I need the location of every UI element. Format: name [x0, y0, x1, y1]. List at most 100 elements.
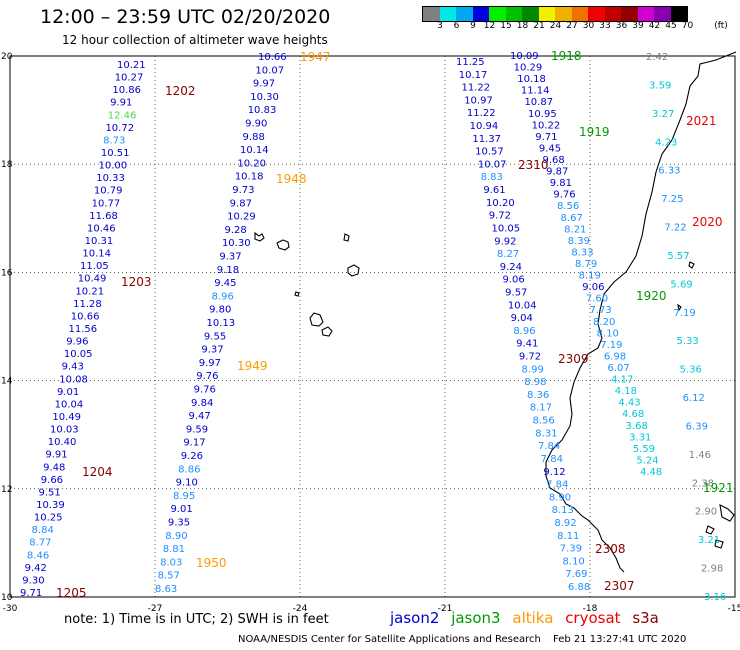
scale-label: 36	[615, 21, 628, 31]
wave-height-label: 9.88	[243, 132, 265, 143]
wave-height-label: 8.83	[481, 172, 503, 183]
wave-height-label: 8.79	[575, 259, 597, 270]
scale-label: 70	[681, 21, 694, 31]
wave-height-label: 2.90	[695, 507, 717, 518]
scale-swatch	[621, 7, 638, 21]
y-tick-label: 10	[1, 593, 13, 603]
wave-height-label: 9.41	[516, 339, 538, 350]
wave-height-label: 10.30	[250, 92, 279, 103]
wave-height-label: 8.46	[27, 550, 49, 561]
scale-swatch	[654, 7, 671, 21]
wave-height-label: 10.40	[48, 437, 77, 448]
wave-height-label: 6.12	[683, 393, 705, 404]
y-tick-label: 12	[1, 485, 12, 495]
wave-height-label: 8.73	[103, 135, 125, 146]
pass-time-label: 1947	[300, 50, 331, 64]
wave-height-label: 8.03	[160, 557, 182, 568]
x-tick-label: -27	[148, 604, 163, 614]
wave-height-label: 11.37	[472, 134, 501, 145]
wave-height-label: 8.57	[158, 571, 180, 582]
page-subtitle: 12 hour collection of altimeter wave hei…	[62, 33, 328, 47]
wave-height-label: 9.10	[176, 478, 198, 489]
wave-height-label: 2.98	[701, 564, 723, 575]
wave-height-label: 10.08	[59, 374, 88, 385]
wave-height-label: 9.71	[20, 588, 42, 599]
pass-time-label: 2308	[595, 542, 626, 556]
scale-label: 18	[516, 21, 529, 31]
wave-height-label: 10.14	[240, 145, 269, 156]
wave-height-label: 10.17	[459, 70, 488, 81]
generated-timestamp: Feb 21 13:27:41 UTC 2020	[553, 634, 687, 645]
wave-height-label: 8.92	[554, 518, 576, 529]
wave-height-label: 9.37	[201, 345, 223, 356]
y-tick-label: 20	[1, 52, 13, 62]
wave-height-label: 11.14	[521, 86, 550, 97]
wave-height-label: 9.73	[232, 185, 254, 196]
wave-height-label: 10.66	[71, 311, 100, 322]
wave-height-label: 8.99	[522, 364, 544, 375]
wave-height-label: 9.48	[43, 462, 65, 473]
scale-swatch	[489, 7, 506, 21]
scale-label: 42	[648, 21, 661, 31]
wave-height-label: 9.84	[191, 398, 213, 409]
wave-height-label: 10.72	[105, 123, 134, 134]
wave-height-label: 5.59	[633, 444, 655, 455]
wave-height-label: 9.43	[62, 362, 84, 373]
wave-height-label: 4.23	[655, 137, 677, 148]
scale-swatch	[588, 7, 605, 21]
wave-height-label: 8.19	[579, 271, 601, 282]
wave-height-label: 10.29	[514, 63, 543, 74]
wave-height-label: 10.03	[50, 425, 79, 436]
wave-height-label: 9.72	[489, 211, 511, 222]
wave-height-label: 11.22	[461, 83, 490, 94]
y-tick-label: 16	[1, 268, 13, 278]
wave-height-label: 9.04	[511, 313, 533, 324]
wave-height-label: 8.90	[549, 492, 571, 503]
wave-height-label: 7.69	[565, 569, 587, 580]
color-scale-bar	[422, 6, 688, 22]
wave-height-label: 10.66	[258, 52, 287, 63]
scale-swatch	[505, 7, 522, 21]
scale-label: 24	[549, 21, 562, 31]
wave-height-label: 1.46	[689, 450, 711, 461]
scale-unit: (ft)	[714, 21, 728, 31]
wave-height-label: 6.88	[568, 582, 590, 593]
wave-height-label: 5.33	[677, 336, 699, 347]
y-tick-label: 18	[1, 160, 13, 170]
wave-height-label: 8.90	[165, 531, 187, 542]
scale-swatch	[538, 7, 555, 21]
wave-height-label: 9.01	[170, 504, 192, 515]
wave-height-label: 10.18	[235, 172, 264, 183]
scale-swatch	[637, 7, 654, 21]
wave-height-label: 8.13	[552, 505, 574, 516]
wave-height-label: 8.39	[568, 236, 590, 247]
wave-height-label: 11.05	[80, 261, 109, 272]
pass-time-label: 1921	[703, 481, 734, 495]
wave-height-label: 9.96	[66, 337, 88, 348]
map-frame	[9, 55, 736, 598]
wave-height-label: 9.76	[553, 190, 575, 201]
wave-height-label: 10.46	[87, 223, 116, 234]
wave-height-label: 10.25	[34, 513, 63, 524]
wave-height-label: 9.76	[196, 371, 218, 382]
wave-height-label: 10.51	[101, 148, 130, 159]
wave-height-label: 5.57	[667, 251, 689, 262]
wave-height-label: 10.30	[222, 238, 251, 249]
wave-height-label: 10.20	[237, 158, 266, 169]
wave-height-label: 9.47	[188, 411, 210, 422]
wave-height-label: 10.05	[64, 349, 93, 360]
wave-height-label: 9.61	[483, 185, 505, 196]
x-tick-label: -18	[583, 604, 598, 614]
wave-height-label: 8.33	[571, 247, 593, 258]
scale-label: 33	[599, 21, 611, 31]
wave-height-label: 10.83	[248, 105, 277, 116]
wave-height-label: 11.68	[89, 211, 118, 222]
pass-time-label: 1202	[165, 84, 196, 98]
wave-height-label: 9.30	[22, 575, 44, 586]
wave-height-label: 7.19	[600, 340, 622, 351]
pass-time-label: 2021	[686, 114, 717, 128]
wave-height-label: 9.55	[204, 331, 226, 342]
wave-height-label: 3.27	[652, 109, 674, 120]
wave-height-label: 7.39	[560, 544, 582, 555]
wave-height-label: 9.57	[505, 287, 527, 298]
